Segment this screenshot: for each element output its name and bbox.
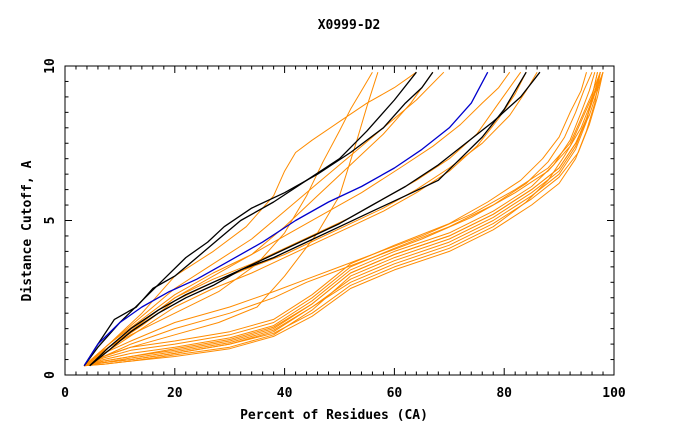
x-axis-ticks: 0 20 40 60 80 100 <box>61 66 626 401</box>
series-line-orange-01 <box>84 72 598 367</box>
series-line-orange-06 <box>84 71 593 367</box>
series-line-orange-08 <box>83 72 587 367</box>
x-tick-label: 100 <box>602 386 626 401</box>
series-line-blue-1 <box>83 71 489 367</box>
series-line-orange-10 <box>84 72 604 367</box>
series-line-black-3 <box>89 71 541 367</box>
series-line-orange-05 <box>84 72 596 367</box>
series-line-orange-04 <box>84 72 604 367</box>
y-tick-label: 5 <box>43 217 58 225</box>
series-line-orange-15 <box>83 71 417 367</box>
series-line-black-1 <box>83 71 434 367</box>
series-line-orange-11 <box>83 72 598 367</box>
y-tick-label: 0 <box>43 371 58 379</box>
series-line-orange-12 <box>83 72 601 367</box>
series-line-orange-03 <box>84 72 604 367</box>
x-tick-label: 20 <box>167 386 183 401</box>
x-axis-label: Percent of Residues (CA) <box>240 408 428 423</box>
series-line-orange-09 <box>84 72 601 367</box>
series-line-orange-20 <box>83 71 511 367</box>
chart-title: X0999-D2 <box>318 18 381 33</box>
y-axis-label: Distance Cutoff, A <box>20 160 35 301</box>
series-line-black-4 <box>89 71 527 367</box>
series-line-orange-07 <box>84 72 601 367</box>
series-line-orange-16 <box>83 71 445 367</box>
series-line-orange-02 <box>84 72 601 367</box>
plot-frame <box>64 65 615 376</box>
x-tick-label: 0 <box>61 386 69 401</box>
x-tick-label: 40 <box>277 386 293 401</box>
x-tick-label: 60 <box>387 386 403 401</box>
series-line-orange-14 <box>83 71 373 367</box>
series-line-orange-21 <box>83 71 527 367</box>
y-tick-label: 10 <box>43 58 58 74</box>
series-layer <box>83 71 604 367</box>
series-line-orange-13 <box>83 72 379 367</box>
series-line-black-2 <box>83 71 417 367</box>
x-tick-label: 80 <box>496 386 512 401</box>
